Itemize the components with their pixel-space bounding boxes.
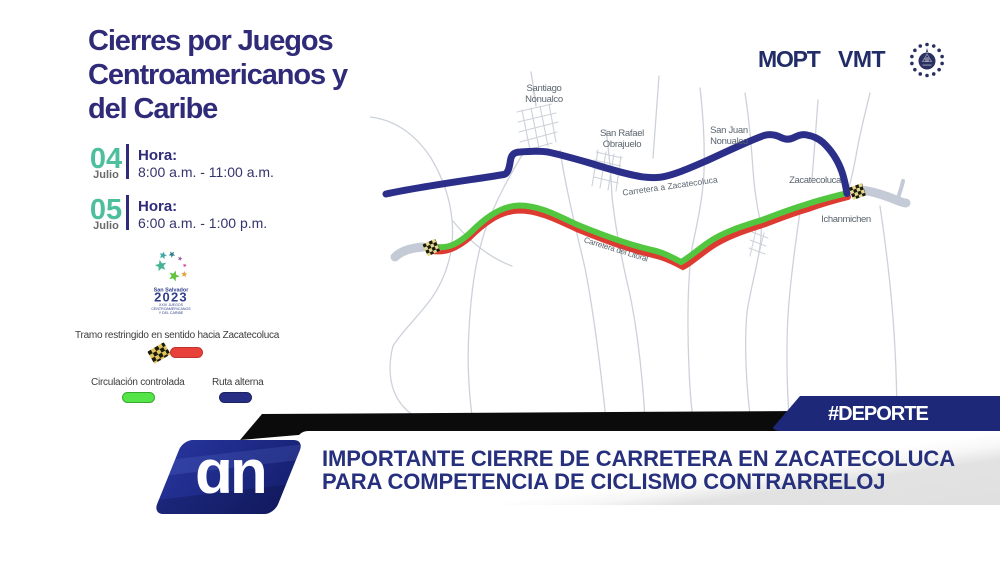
svg-text:San Salvador: San Salvador [154,288,190,294]
svg-text:XXIV JUEGOS: XXIV JUEGOS [159,303,184,307]
svg-text:Obrajuelo: Obrajuelo [603,139,642,150]
svg-text:Nonualco: Nonualco [525,94,563,105]
svg-text:San Juan: San Juan [710,125,748,136]
svg-text:Ichanmichen: Ichanmichen [821,214,871,225]
svg-text:CENTROAMERICANOS: CENTROAMERICANOS [151,307,191,311]
svg-text:Nonualco: Nonualco [710,136,748,147]
svg-text:2023: 2023 [154,290,188,305]
svg-text:Zacatecoluca: Zacatecoluca [789,175,842,186]
svg-text:Y DEL CARIBE: Y DEL CARIBE [159,311,184,315]
svg-text:Santiago: Santiago [526,83,561,94]
svg-text:San Rafael: San Rafael [600,128,644,139]
